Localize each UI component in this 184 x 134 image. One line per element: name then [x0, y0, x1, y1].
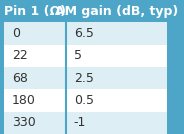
Bar — [4, 0, 167, 22]
Text: 5: 5 — [74, 49, 82, 62]
Bar — [4, 89, 167, 112]
Text: -1: -1 — [74, 116, 86, 129]
Bar — [4, 67, 167, 89]
Text: Pin 1 (Ω): Pin 1 (Ω) — [4, 5, 66, 18]
Text: 180: 180 — [12, 94, 36, 107]
Text: 0: 0 — [12, 27, 20, 40]
Text: 6.5: 6.5 — [74, 27, 94, 40]
Text: 330: 330 — [12, 116, 36, 129]
Text: 68: 68 — [12, 72, 28, 85]
Text: AM gain (dB, typ): AM gain (dB, typ) — [54, 5, 178, 18]
Text: 0.5: 0.5 — [74, 94, 94, 107]
Bar — [4, 112, 167, 134]
Bar — [4, 22, 167, 45]
Text: 22: 22 — [12, 49, 28, 62]
Text: 2.5: 2.5 — [74, 72, 94, 85]
Bar — [4, 45, 167, 67]
